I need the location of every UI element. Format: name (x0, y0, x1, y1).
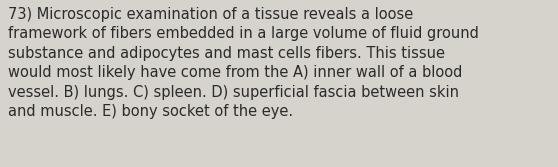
Text: 73) Microscopic examination of a tissue reveals a loose
framework of fibers embe: 73) Microscopic examination of a tissue … (8, 7, 479, 119)
